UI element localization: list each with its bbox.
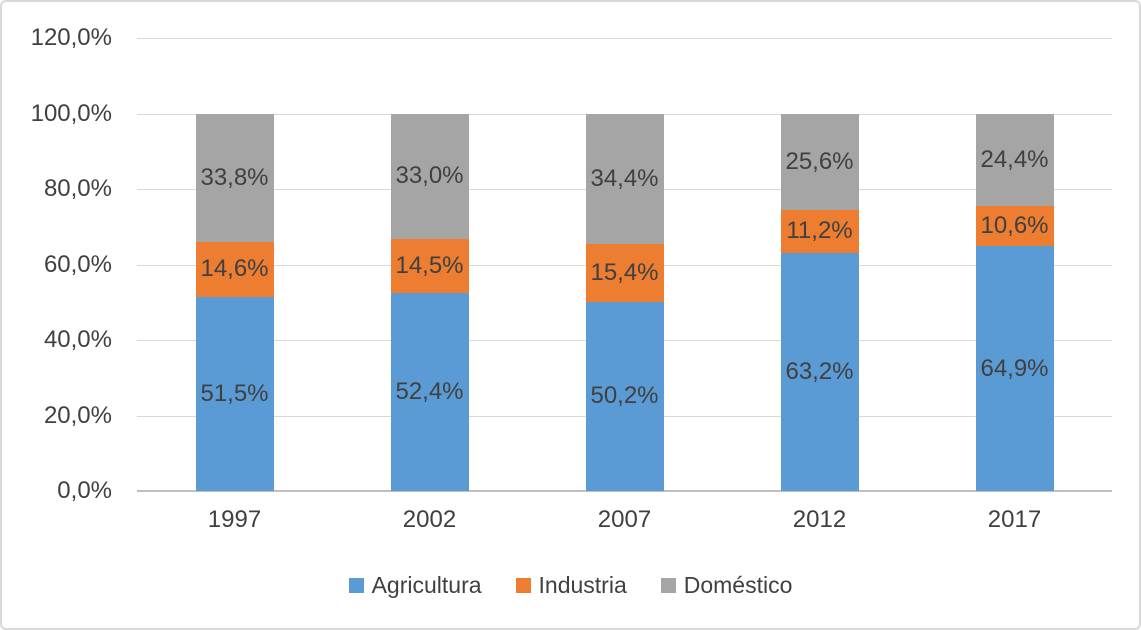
bar-segment-agricultura-2007: 50,2% xyxy=(585,301,664,491)
data-label: 25,6% xyxy=(785,148,854,176)
bar-segment-industria-2017: 10,6% xyxy=(975,206,1054,247)
data-label: 51,5% xyxy=(200,379,269,407)
bar-segment-domstico-2017: 24,4% xyxy=(975,114,1054,207)
bar-segment-industria-2002: 14,5% xyxy=(390,238,469,294)
legend-color-swatch-icon xyxy=(348,578,364,593)
bar-segment-agricultura-2017: 64,9% xyxy=(975,246,1054,491)
data-label: 24,4% xyxy=(980,146,1049,174)
bar-segment-industria-2012: 11,2% xyxy=(780,210,859,253)
legend: Agricultura Industria Doméstico xyxy=(2,574,1139,597)
bar-segment-agricultura-2012: 63,2% xyxy=(780,252,859,491)
data-label: 52,4% xyxy=(395,378,464,406)
data-label: 34,4% xyxy=(590,164,659,192)
legend-label: Doméstico xyxy=(683,572,793,598)
data-label: 50,2% xyxy=(590,382,659,410)
x-axis-category-label: 1997 xyxy=(207,506,262,533)
data-label: 10,6% xyxy=(980,212,1049,240)
gridline xyxy=(137,38,1112,40)
data-label: 11,2% xyxy=(786,217,853,245)
bar-segment-industria-2007: 15,4% xyxy=(585,243,664,302)
data-label: 14,6% xyxy=(200,255,269,283)
bar-segment-domstico-1997: 33,8% xyxy=(195,114,274,242)
x-axis-category-label: 2017 xyxy=(987,506,1042,533)
bar-segment-domstico-2012: 25,6% xyxy=(780,113,859,211)
x-axis-category-label: 2002 xyxy=(402,506,457,533)
bar-segment-industria-1997: 14,6% xyxy=(195,241,274,297)
data-label: 15,4% xyxy=(590,258,659,286)
data-label: 14,5% xyxy=(395,251,464,279)
x-axis-category-label: 2007 xyxy=(597,506,652,533)
y-axis-tick-label: 80,0% xyxy=(43,175,112,203)
x-axis-line xyxy=(137,490,1112,492)
y-axis-tick-label: 40,0% xyxy=(43,326,112,354)
legend-item-industria: Industria xyxy=(515,572,627,598)
legend-item-domstico: Doméstico xyxy=(660,572,793,598)
y-axis-tick-label: 60,0% xyxy=(43,250,112,278)
bar-segment-domstico-2007: 34,4% xyxy=(585,113,664,244)
x-axis-category-label: 2012 xyxy=(792,506,847,533)
y-axis-tick-label: 120,0% xyxy=(30,24,112,52)
legend-label: Agricultura xyxy=(371,572,482,598)
data-label: 33,0% xyxy=(395,162,464,190)
legend-color-swatch-icon xyxy=(515,578,531,593)
legend-color-swatch-icon xyxy=(660,578,676,593)
y-axis-tick-label: 20,0% xyxy=(43,401,112,429)
data-label: 63,2% xyxy=(785,357,854,385)
legend-item-agricultura: Agricultura xyxy=(348,572,482,598)
y-axis-tick-label: 0,0% xyxy=(57,477,112,504)
legend-label: Industria xyxy=(538,572,627,598)
bar-segment-agricultura-1997: 51,5% xyxy=(195,296,274,491)
y-axis-tick-label: 100,0% xyxy=(30,99,112,127)
bar-segment-agricultura-2002: 52,4% xyxy=(390,293,469,491)
data-label: 64,9% xyxy=(980,354,1049,382)
bar-segment-domstico-2002: 33,0% xyxy=(390,114,469,239)
data-label: 33,8% xyxy=(200,163,269,191)
